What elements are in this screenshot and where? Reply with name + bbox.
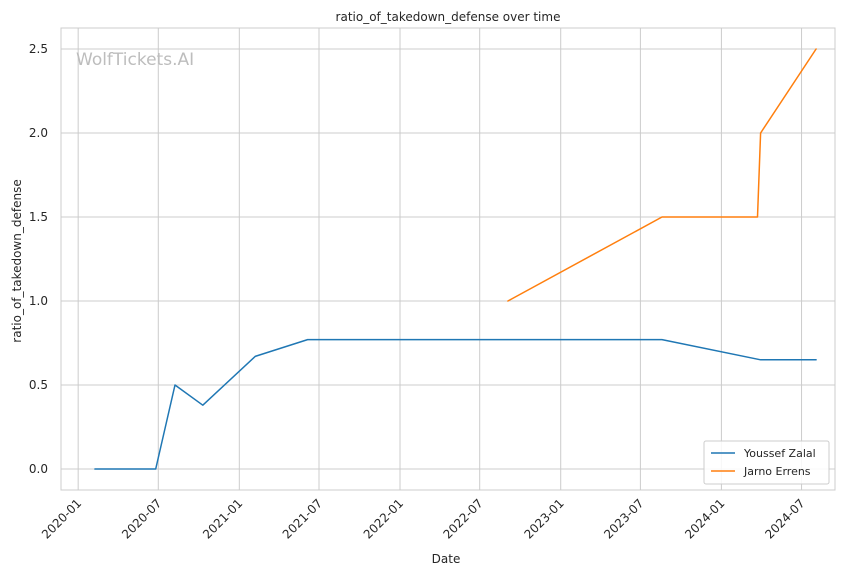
y-tick-label: 0.5 xyxy=(29,378,48,392)
chart-title: ratio_of_takedown_defense over time xyxy=(336,10,561,24)
y-tick-labels: 0.0 0.5 1.0 1.5 2.0 2.5 xyxy=(29,42,48,476)
x-tick-label: 2021-07 xyxy=(280,496,325,541)
watermark: WolfTickets.AI xyxy=(76,50,194,70)
y-tick-label: 0.0 xyxy=(29,462,48,476)
y-axis-label: ratio_of_takedown_defense xyxy=(10,179,24,342)
legend-label-0: Youssef Zalal xyxy=(743,447,816,460)
x-tick-label: 2024-07 xyxy=(762,496,807,541)
y-tick-label: 2.5 xyxy=(29,42,48,56)
y-tick-label: 2.0 xyxy=(29,126,48,140)
x-tick-label: 2022-07 xyxy=(440,496,485,541)
x-tick-label: 2022-01 xyxy=(361,496,406,541)
x-tick-label: 2021-01 xyxy=(200,496,245,541)
plot-frame xyxy=(60,27,836,491)
x-tick-label: 2023-01 xyxy=(521,496,566,541)
y-tick-label: 1.5 xyxy=(29,210,48,224)
x-tick-label: 2024-01 xyxy=(682,496,727,541)
legend-box xyxy=(703,440,830,485)
x-axis-label: Date xyxy=(432,552,461,566)
series-line-0 xyxy=(94,338,817,470)
y-tick-label: 1.0 xyxy=(29,294,48,308)
grid xyxy=(61,28,835,490)
x-tick-labels: 2020-01 2020-07 2021-01 2021-07 2022-01 2022-… xyxy=(39,496,808,541)
legend: Youssef Zalal Jarno Errens xyxy=(703,440,830,485)
legend-label-1: Jarno Errens xyxy=(743,465,811,478)
x-tick-label: 2020-01 xyxy=(39,496,84,541)
x-tick-label: 2020-07 xyxy=(119,496,164,541)
x-tick-label: 2023-07 xyxy=(601,496,646,541)
series-line-1 xyxy=(507,48,817,302)
series-lines xyxy=(94,48,817,470)
